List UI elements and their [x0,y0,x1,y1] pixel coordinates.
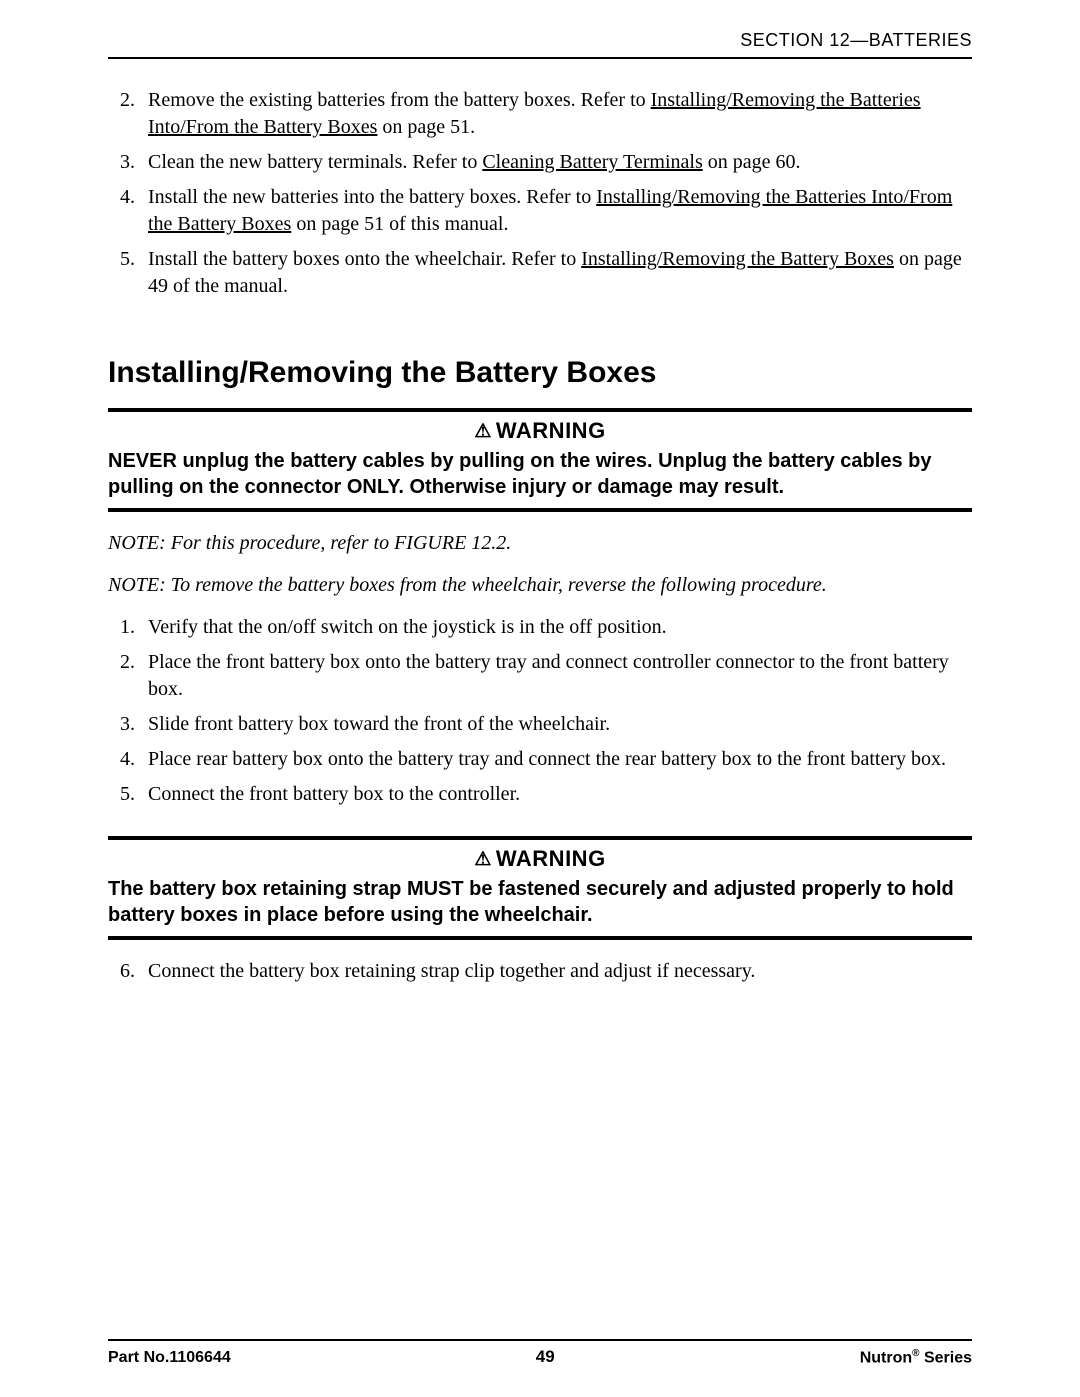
list-item: Install the battery boxes onto the wheel… [140,246,972,300]
list-item: Place rear battery box onto the battery … [140,746,972,773]
list-item: Install the new batteries into the batte… [140,184,972,238]
intro-ordered-list: Remove the existing batteries from the b… [108,87,972,308]
footer-page-number: 49 [536,1347,555,1367]
list-item: Slide front battery box toward the front… [140,711,972,738]
warning-label: WARNING [496,418,606,443]
warning-block-1: ⚠WARNING NEVER unplug the battery cables… [108,408,972,512]
warning-body: The battery box retaining strap MUST be … [108,876,972,928]
page: SECTION 12—BATTERIES Remove the existing… [0,0,1080,1397]
warning-icon: ⚠ [474,849,492,870]
list-item: Clean the new battery terminals. Refer t… [140,149,972,176]
warning-title: ⚠WARNING [108,418,972,444]
warning-label: WARNING [496,846,606,871]
section-label: SECTION 12—BATTERIES [740,30,972,50]
warning-title: ⚠WARNING [108,846,972,872]
cross-reference-link[interactable]: Cleaning Battery Terminals [482,151,702,173]
list-item: Verify that the on/off switch on the joy… [140,614,972,641]
list-item: Remove the existing batteries from the b… [140,87,972,141]
note-1: NOTE: For this procedure, refer to FIGUR… [108,530,972,556]
section-heading: Installing/Removing the Battery Boxes [108,356,972,390]
note-2: NOTE: To remove the battery boxes from t… [108,572,972,598]
steps-list-2: Connect the battery box retaining strap … [108,958,972,993]
warning-icon: ⚠ [474,421,492,442]
steps-list-1: Verify that the on/off switch on the joy… [108,614,972,816]
list-item: Connect the battery box retaining strap … [140,958,972,985]
list-item: Connect the front battery box to the con… [140,781,972,808]
warning-block-2: ⚠WARNING The battery box retaining strap… [108,836,972,940]
cross-reference-link[interactable]: Installing/Removing the Battery Boxes [581,248,894,270]
page-header: SECTION 12—BATTERIES [108,30,972,59]
page-footer: Part No.1106644 49 Nutron® Series [108,1339,972,1367]
list-item: Place the front battery box onto the bat… [140,649,972,703]
warning-body: NEVER unplug the battery cables by pulli… [108,448,972,500]
footer-series: Nutron® Series [860,1348,972,1367]
footer-part-no: Part No.1106644 [108,1349,231,1367]
